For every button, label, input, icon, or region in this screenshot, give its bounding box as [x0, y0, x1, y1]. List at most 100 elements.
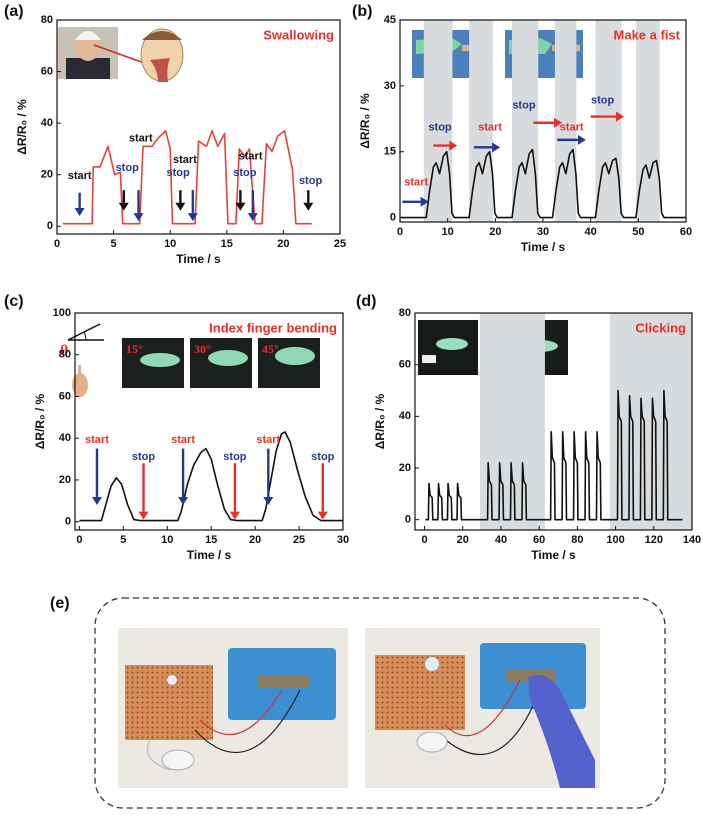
y-tick-label: 40: [59, 432, 71, 444]
x-tick-label: 30: [537, 226, 549, 238]
x-axis-label: Time / s: [176, 252, 221, 266]
x-tick-label: 10: [161, 534, 173, 546]
arrow-head: [247, 213, 258, 222]
x-tick-label: 20: [457, 534, 469, 546]
arrow-head: [133, 213, 144, 222]
x-tick-label: 20: [277, 238, 289, 250]
y-tick-label: 60: [41, 65, 53, 77]
y-tick-label: 20: [41, 169, 53, 181]
annotation: stop: [132, 451, 156, 463]
arrow-head: [317, 511, 328, 520]
arrow-head: [303, 202, 314, 211]
arrow-head: [420, 196, 429, 207]
theta-symbol: θ: [60, 343, 68, 360]
shaded-band: [609, 313, 692, 530]
y-tick-label: 0: [65, 516, 71, 528]
x-tick-label: 80: [571, 534, 583, 546]
arrow-head: [118, 202, 129, 211]
panel-label: (d): [356, 293, 376, 310]
x-tick-label: 0: [76, 534, 82, 546]
x-tick-label: 60: [680, 226, 692, 238]
annotation: start: [256, 434, 280, 446]
data-line: [79, 431, 343, 522]
inset-photo: [58, 27, 184, 82]
x-axis-label: Time / s: [531, 548, 576, 562]
arrow-head: [175, 202, 186, 211]
photo-panel: [94, 597, 666, 809]
x-tick-label: 0: [397, 226, 403, 238]
shaded-band: [423, 20, 453, 222]
arrow-head: [263, 496, 274, 505]
annotation: start: [129, 133, 153, 145]
x-axis-label: Time / s: [187, 548, 232, 562]
annotation: stop: [167, 167, 191, 179]
annotation: start: [171, 434, 195, 446]
panel-label: (c): [4, 293, 24, 310]
x-tick-label: 25: [293, 534, 305, 546]
arrow-head: [91, 496, 102, 505]
chart-title: Clicking: [635, 320, 686, 335]
y-tick-label: 40: [41, 117, 53, 129]
arrow-head: [554, 117, 563, 128]
plot-frame: [74, 312, 344, 531]
arrow-head: [187, 213, 198, 222]
x-tick-label: 0: [54, 238, 60, 250]
y-tick-label: 20: [399, 462, 411, 474]
x-tick-label: 5: [111, 238, 117, 250]
chart-title: Swallowing: [263, 27, 334, 42]
chart-title: Make a fist: [614, 27, 681, 42]
y-tick-label: 0: [390, 212, 396, 224]
y-tick-label: 80: [41, 14, 53, 26]
y-tick-label: 80: [59, 349, 71, 361]
arrow-head: [229, 511, 240, 520]
annotation: stop: [116, 162, 140, 174]
x-tick-label: 10: [442, 226, 454, 238]
annotation: stop: [223, 451, 247, 463]
annotation: start: [239, 151, 263, 163]
y-tick-label: 40: [399, 410, 411, 422]
x-tick-label: 20: [489, 226, 501, 238]
panel-label: (b): [352, 3, 372, 20]
annotation: start: [173, 154, 197, 166]
x-tick-label: 5: [120, 534, 126, 546]
annotation: stop: [299, 175, 323, 187]
y-tick-label: 0: [47, 220, 53, 232]
annotation: stop: [591, 95, 615, 107]
data-line: [62, 130, 312, 225]
panel-label: (e): [50, 595, 70, 612]
x-axis-label: Time / s: [521, 240, 566, 254]
inset-label: 30°: [194, 342, 211, 356]
x-tick-label: 30: [337, 534, 349, 546]
y-tick-label: 60: [399, 359, 411, 371]
data-line: [425, 389, 683, 521]
annotation: start: [560, 121, 584, 133]
panel-label: (a): [4, 3, 24, 20]
inset-photo: [67, 323, 320, 397]
annotation: stop: [233, 167, 257, 179]
arrow-head: [138, 511, 149, 520]
inset-label: 15°: [126, 342, 143, 356]
y-tick-label: 20: [59, 474, 71, 486]
y-tick-label: 15: [384, 146, 396, 158]
annotation: start: [68, 170, 92, 182]
y-tick-label: 45: [384, 14, 396, 26]
shaded-band: [554, 20, 577, 222]
x-tick-label: 120: [645, 534, 663, 546]
arrow-head: [74, 207, 85, 216]
inset-label: 45°: [262, 342, 279, 356]
annotation: start: [404, 176, 428, 188]
arrow-head: [577, 134, 586, 145]
y-axis-label: ΔR/R₀ / %: [15, 99, 29, 155]
x-tick-label: 25: [334, 238, 346, 250]
x-tick-label: 60: [533, 534, 545, 546]
x-tick-label: 15: [221, 238, 233, 250]
arrow-head: [178, 496, 189, 505]
x-tick-label: 20: [249, 534, 261, 546]
data-line: [400, 148, 686, 219]
arrow-head: [449, 140, 458, 151]
arrow-head: [616, 111, 625, 122]
shaded-band: [479, 313, 545, 530]
plot-frame: [414, 312, 693, 531]
y-tick-label: 80: [399, 307, 411, 319]
